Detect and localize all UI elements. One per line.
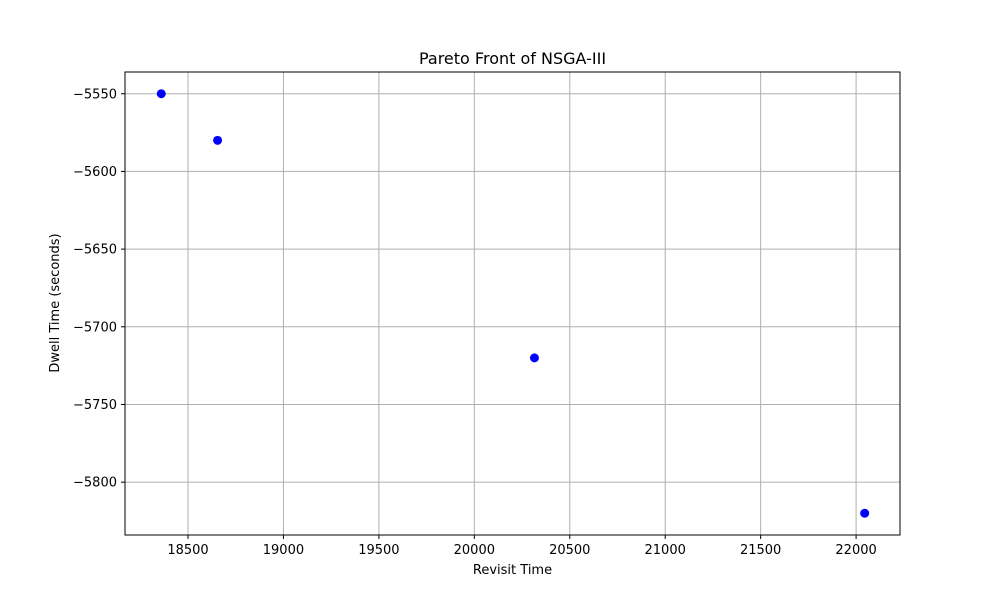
x-axis-ticks: 18500 19000 19500 20000 20500 21000 21500 22000 [167,535,877,558]
x-tick-label: 21500 [740,543,781,558]
x-tick-label: 19000 [263,543,304,558]
grid-lines [125,72,900,535]
y-axis-label: Dwell Time (seconds) [48,233,63,372]
y-axis-ticks: −5550 −5600 −5650 −5700 −5750 −5800 [73,87,125,491]
plot-area-frame [124,71,901,536]
y-tick-label: −5750 [73,398,117,413]
x-tick-label: 19500 [358,543,399,558]
x-tick-label: 22000 [835,543,876,558]
x-tick-label: 21000 [645,543,686,558]
y-tick-label: −5600 [73,165,117,180]
data-point [156,89,166,99]
x-axis-label: Revisit Time [473,563,552,578]
y-tick-label: −5650 [73,243,117,258]
data-point [213,135,223,145]
y-tick-label: −5550 [73,87,117,102]
y-tick-label: −5800 [73,476,117,491]
x-tick-label: 20000 [454,543,495,558]
x-tick-label: 18500 [167,543,208,558]
x-tick-label: 20500 [549,543,590,558]
data-points [156,89,870,518]
data-point [860,508,870,518]
chart-title: Pareto Front of NSGA-III [419,49,606,68]
data-point [529,353,539,363]
y-tick-label: −5700 [73,320,117,335]
